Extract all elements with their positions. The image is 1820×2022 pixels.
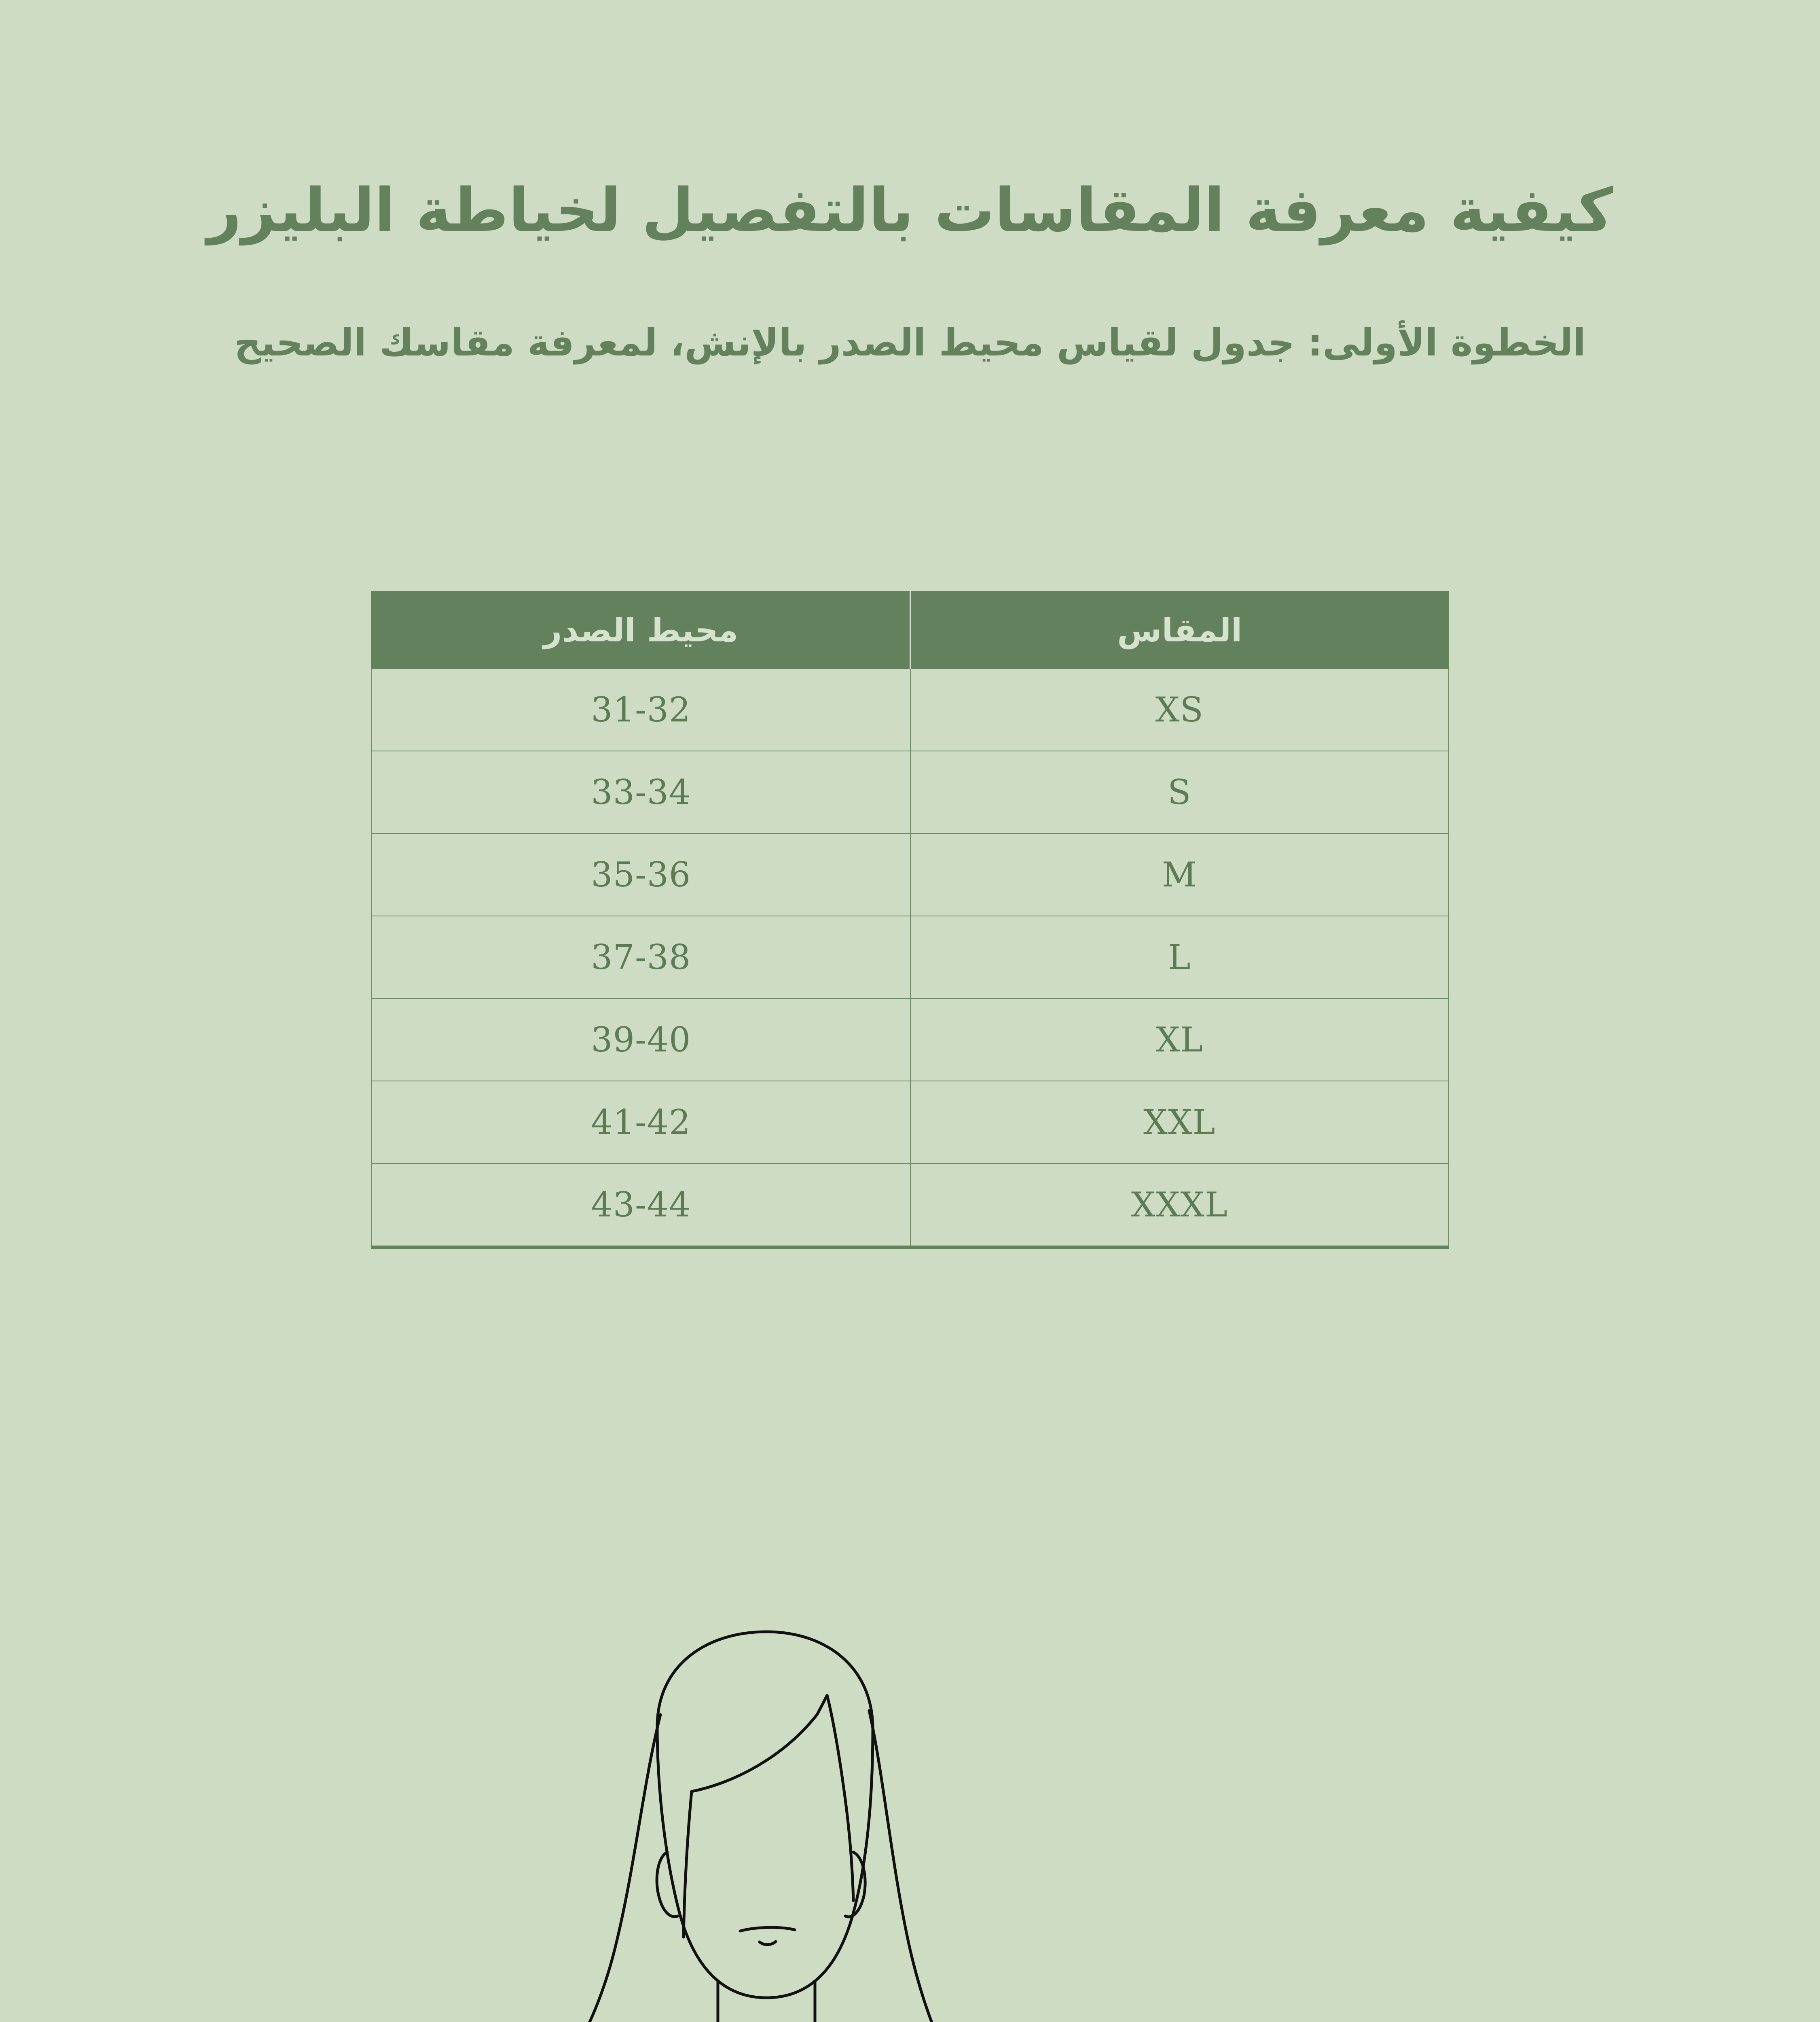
- column-header-bust: محيط الصدر: [371, 591, 911, 669]
- heading-block: كيفية معرفة المقاسات بالتفصيل لخياطة الب…: [0, 174, 1820, 368]
- cell-bust: 35-36: [371, 833, 911, 916]
- cell-bust: 41-42: [371, 1081, 911, 1164]
- table-row: XXL 41-42: [371, 1081, 1449, 1164]
- figure-svg: [588, 1630, 933, 2022]
- column-header-size: المقاس: [909, 591, 1449, 669]
- page-title: كيفية معرفة المقاسات بالتفصيل لخياطة الب…: [207, 176, 1613, 245]
- size-chart-table: المقاس محيط الصدر XS 31-32 S 33-34 M 35-…: [371, 591, 1449, 1249]
- hair-right-outer: [868, 1709, 933, 2022]
- table-head: المقاس محيط الصدر: [371, 591, 1449, 669]
- table-row: XXXL 43-44: [371, 1163, 1449, 1249]
- cell-size: S: [910, 751, 1449, 834]
- size-table-container: المقاس محيط الصدر XS 31-32 S 33-34 M 35-…: [371, 591, 1449, 1249]
- ear-left-icon: [655, 1851, 679, 1918]
- cell-bust: 31-32: [371, 668, 911, 751]
- table-row: S 33-34: [371, 751, 1449, 834]
- table-row: XS 31-32: [371, 668, 1449, 751]
- mouth-line: [739, 1926, 796, 1933]
- cell-size: XXL: [910, 1081, 1449, 1164]
- cell-bust: 33-34: [371, 751, 911, 834]
- cell-size: XS: [910, 668, 1449, 751]
- cell-bust: 39-40: [371, 998, 911, 1081]
- head-shape: [656, 1630, 874, 1999]
- cell-size: L: [910, 916, 1449, 999]
- cell-bust: 37-38: [371, 916, 911, 999]
- figure-outline-group: [588, 1630, 933, 2022]
- cell-size: M: [910, 833, 1449, 916]
- ear-right-icon: [844, 1851, 867, 1918]
- cell-bust: 43-44: [371, 1163, 911, 1249]
- hair-fringe: [690, 1694, 855, 1902]
- hair-part-left: [682, 1790, 693, 1939]
- lip-lower-line: [758, 1940, 777, 1946]
- cell-size: XXXL: [910, 1163, 1449, 1249]
- page-subtitle: الخطوة الأولى: جدول لقياس محيط الصدر بال…: [234, 321, 1586, 364]
- table-row: M 35-36: [371, 833, 1449, 916]
- table-header-row: المقاس محيط الصدر: [371, 591, 1449, 669]
- female-torso-line-art: [425, 1593, 1112, 2022]
- table-body: XS 31-32 S 33-34 M 35-36 L 37-38 XL 39: [371, 668, 1449, 1249]
- cell-size: XL: [910, 998, 1449, 1081]
- table-row: XL 39-40: [371, 998, 1449, 1081]
- table-row: L 37-38: [371, 916, 1449, 999]
- hair-left-outer: [588, 1713, 662, 2022]
